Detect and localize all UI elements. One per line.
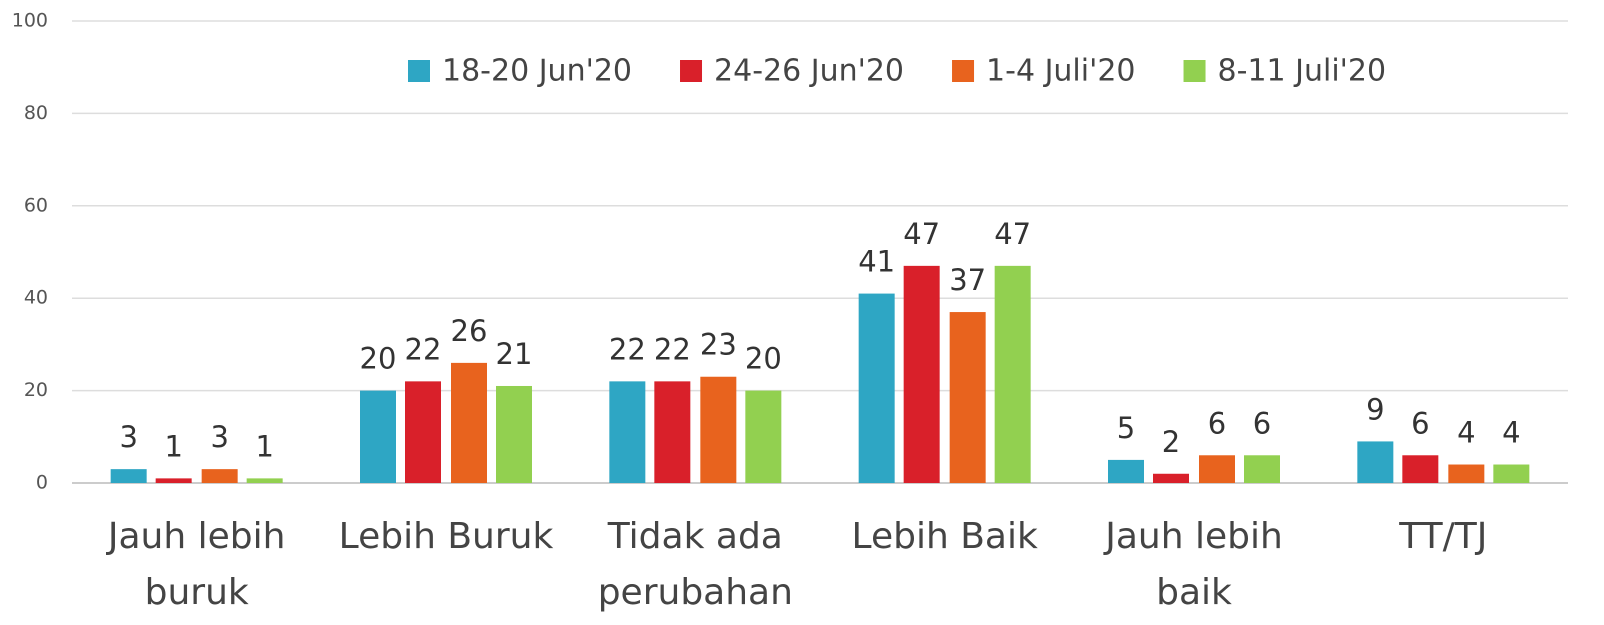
x-tick-label: Lebih Buruk — [339, 516, 554, 557]
data-label: 6 — [1411, 406, 1429, 440]
data-label: 22 — [654, 332, 691, 366]
legend-swatch — [408, 60, 430, 82]
x-tick-label: Tidak ada perubahan — [598, 516, 793, 613]
data-label: 1 — [255, 429, 273, 463]
bar — [1448, 464, 1485, 483]
data-label: 21 — [496, 337, 533, 371]
y-tick-label: 60 — [24, 194, 48, 216]
y-tick-label: 20 — [24, 379, 48, 401]
y-tick-label: 100 — [12, 10, 48, 32]
legend-swatch — [1183, 60, 1206, 82]
legend-label: 1-4 Juli'20 — [986, 54, 1136, 89]
legend-label: 8-11 Juli'20 — [1218, 54, 1387, 89]
data-label: 1 — [164, 429, 182, 463]
data-label: 6 — [1253, 406, 1271, 440]
bar — [246, 478, 283, 483]
bar — [360, 390, 396, 483]
x-tick-label: Lebih Baik — [852, 516, 1038, 557]
x-tick-label: Jauh lebih baik — [1103, 516, 1283, 613]
data-label: 41 — [858, 245, 895, 279]
bar — [1493, 464, 1530, 483]
bar — [1357, 441, 1394, 483]
data-label: 6 — [1208, 406, 1226, 440]
bar — [858, 293, 895, 483]
bar — [201, 469, 238, 483]
x-tick-label: Jauh lebih buruk — [106, 516, 286, 613]
data-label: 3 — [119, 420, 137, 454]
bar — [1402, 455, 1439, 483]
y-tick-label: 80 — [24, 102, 48, 124]
data-label: 4 — [1502, 416, 1520, 450]
data-label: 3 — [210, 420, 228, 454]
bar — [994, 265, 1031, 483]
bar — [451, 362, 487, 483]
data-label: 47 — [903, 217, 940, 251]
data-label: 23 — [700, 328, 737, 362]
data-label: 22 — [609, 332, 646, 366]
bar — [700, 376, 737, 483]
data-label: 5 — [1117, 411, 1135, 445]
data-label: 2 — [1162, 425, 1180, 459]
bar — [496, 385, 532, 483]
bar — [654, 381, 691, 483]
data-label: 26 — [451, 314, 488, 348]
legend-label: 24-26 Jun'20 — [714, 54, 904, 89]
bar — [110, 469, 147, 483]
data-label: 9 — [1366, 392, 1384, 426]
bar — [609, 381, 646, 483]
legend-swatch — [952, 60, 975, 82]
bar — [155, 478, 192, 483]
bar — [903, 265, 940, 483]
y-tick-label: 40 — [24, 287, 48, 309]
x-tick-label: TT/TJ — [1398, 516, 1487, 557]
data-label: 47 — [994, 217, 1031, 251]
bar — [1108, 459, 1144, 483]
data-label: 37 — [949, 263, 986, 297]
legend-swatch — [680, 60, 703, 82]
bar — [949, 312, 986, 483]
data-label: 20 — [360, 342, 397, 376]
data-label: 20 — [745, 342, 782, 376]
y-tick-label: 0 — [36, 472, 48, 494]
bar — [405, 381, 441, 483]
legend-label: 18-20 Jun'20 — [442, 54, 632, 89]
bar — [1199, 455, 1235, 483]
bar — [745, 390, 782, 483]
data-label: 4 — [1457, 416, 1475, 450]
bar — [1153, 473, 1189, 483]
bar — [1244, 455, 1280, 483]
data-label: 22 — [405, 332, 442, 366]
